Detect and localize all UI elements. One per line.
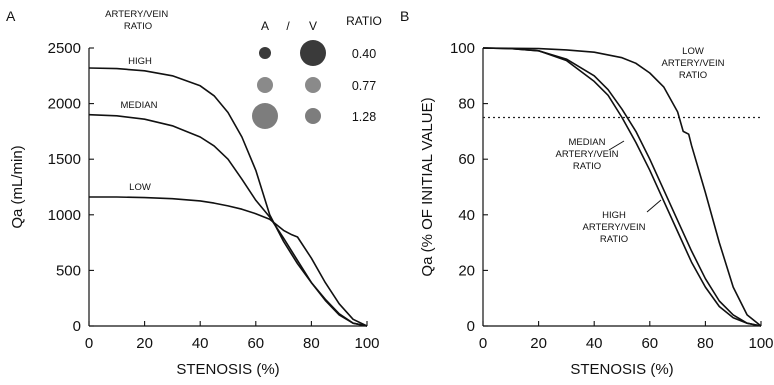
panel-a-y-label: Qa (mL/min)	[9, 145, 26, 228]
panel-a: A 0 20 40 60 80 100 0 500 1000 1500 2000 2500 STEN…	[6, 8, 382, 378]
legend-vein-circle	[305, 77, 321, 93]
y-tick-label: 0	[73, 318, 81, 335]
y-tick-label: 1500	[48, 151, 81, 168]
panel-a-legend: A / V RATIO 0.40 0.77 1.28	[252, 14, 382, 129]
panel-a-x-label: STENOSIS (%)	[176, 361, 279, 378]
panel-a-label: A	[6, 8, 16, 24]
y-tick-label: 40	[458, 207, 475, 224]
panel-b-axes	[482, 48, 761, 327]
panel-b-annotations: LOW ARTERY/VEIN RATIO MEDIAN ARTERY/VEIN RAT…	[555, 46, 724, 245]
panel-b-series	[482, 47, 762, 327]
legend-ratio-value: 0.77	[352, 79, 376, 93]
leader-line-high	[646, 199, 662, 213]
y-tick-label: 80	[458, 96, 475, 113]
y-tick-label: 20	[458, 262, 475, 279]
series-line-median-artery-vein-ratio	[482, 47, 762, 327]
leader-line-median	[608, 140, 625, 151]
x-tick-label: 60	[247, 335, 264, 352]
y-tick-label: 2500	[48, 40, 81, 57]
series-line-median	[88, 113, 368, 327]
legend-ratio-value: 1.28	[352, 110, 376, 124]
panel-a-series-label-high: HIGH	[128, 56, 152, 67]
panel-b-x-label: STENOSIS (%)	[570, 361, 673, 378]
panel-a-annotation-title: ARTERY/VEIN RATIO	[105, 9, 171, 32]
y-tick-label: 100	[450, 40, 475, 57]
series-line-low-artery-vein-ratio	[482, 47, 762, 327]
panel-b: B 0 20 40 60 80 100 0 20 40 60 80 100 STENOSIS (%)…	[400, 8, 774, 378]
legend-artery-circle	[257, 77, 273, 93]
panel-a-series-label-low: LOW	[129, 182, 151, 193]
y-tick-label: 2000	[48, 96, 81, 113]
panel-a-annotation-line-1: ARTERY/VEIN	[105, 9, 168, 20]
x-tick-label: 100	[748, 335, 773, 352]
panel-a-series	[88, 67, 368, 327]
panel-b-x-ticks: 0 20 40 60 80 100	[479, 321, 774, 352]
x-tick-label: 0	[85, 335, 93, 352]
y-tick-label: 0	[467, 318, 475, 335]
legend-header-a: A	[261, 19, 269, 33]
x-tick-label: 20	[530, 335, 547, 352]
panel-a-x-ticks: 0 20 40 60 80 100	[85, 321, 380, 352]
panel-a-series-label-median: MEDIAN	[121, 100, 158, 111]
panel-a-y-ticks: 0 500 1000 1500 2000 2500	[48, 40, 94, 335]
x-tick-label: 0	[479, 335, 487, 352]
panel-a-annotation-line-2: RATIO	[124, 21, 152, 32]
x-tick-label: 80	[303, 335, 320, 352]
x-tick-label: 40	[586, 335, 603, 352]
y-tick-label: 1000	[48, 207, 81, 224]
panel-b-y-ticks: 0 20 40 60 80 100	[450, 40, 488, 335]
annotation-low-ratio: LOW ARTERY/VEIN RATIO	[661, 46, 724, 81]
annotation-median-ratio: MEDIAN ARTERY/VEIN RATIO	[555, 137, 618, 172]
x-tick-label: 80	[697, 335, 714, 352]
panel-b-y-label: Qa (% OF INITIAL VALUE)	[419, 97, 436, 276]
series-line-low	[89, 196, 368, 327]
legend-artery-circle	[252, 103, 278, 129]
y-tick-label: 500	[56, 262, 81, 279]
y-tick-label: 60	[458, 151, 475, 168]
panel-b-label: B	[400, 8, 409, 24]
legend-rows: 0.40 0.77 1.28	[252, 40, 376, 129]
x-tick-label: 40	[192, 335, 209, 352]
x-tick-label: 100	[354, 335, 379, 352]
x-tick-label: 20	[136, 335, 153, 352]
series-line-high-artery-vein-ratio	[482, 47, 762, 327]
legend-artery-circle	[259, 47, 271, 59]
legend-header-ratio: RATIO	[346, 14, 382, 28]
legend-header-v: V	[309, 19, 317, 33]
legend-vein-circle	[305, 108, 321, 124]
annotation-high-ratio: HIGH ARTERY/VEIN RATIO	[582, 210, 645, 245]
legend-ratio-value: 0.40	[352, 47, 376, 61]
legend-header-slash: /	[286, 19, 290, 33]
panel-a-axes	[88, 48, 367, 327]
legend-vein-circle	[300, 40, 326, 66]
x-tick-label: 60	[641, 335, 658, 352]
